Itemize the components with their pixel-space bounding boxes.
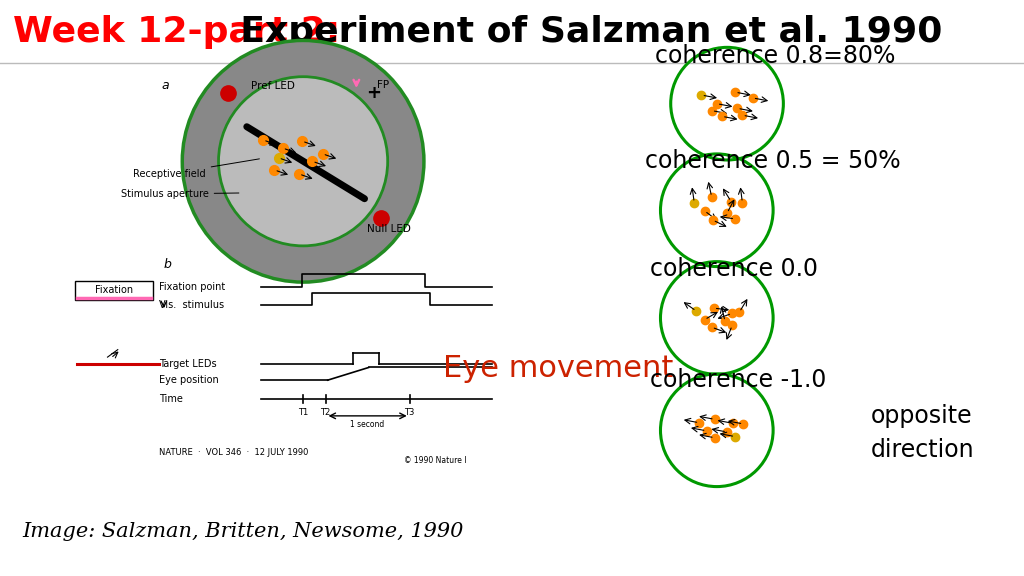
Text: Eye position: Eye position <box>159 375 218 385</box>
Text: Image: Salzman, Britten, Newsome, 1990: Image: Salzman, Britten, Newsome, 1990 <box>23 522 464 540</box>
Text: Vis.  stimulus: Vis. stimulus <box>159 300 224 310</box>
Text: Fixation point: Fixation point <box>159 282 225 292</box>
Text: Week 12-part 2:: Week 12-part 2: <box>13 14 341 49</box>
Text: Target LEDs: Target LEDs <box>159 359 216 369</box>
Text: Experiment of Salzman et al. 1990: Experiment of Salzman et al. 1990 <box>215 14 942 49</box>
Text: coherence 0.8=80%: coherence 0.8=80% <box>655 44 896 68</box>
Text: 1 second: 1 second <box>350 420 385 430</box>
Text: coherence 0.5 = 50%: coherence 0.5 = 50% <box>645 149 901 173</box>
Text: FP: FP <box>377 80 389 90</box>
Text: a: a <box>162 79 169 93</box>
Text: NATURE  ·  VOL 346  ·  12 JULY 1990: NATURE · VOL 346 · 12 JULY 1990 <box>159 448 308 457</box>
Text: Fixation: Fixation <box>94 285 133 295</box>
Text: Eye movement: Eye movement <box>443 354 673 383</box>
Text: T2: T2 <box>321 408 331 417</box>
Text: Receptive field: Receptive field <box>133 159 259 179</box>
Ellipse shape <box>218 77 388 246</box>
Text: b: b <box>164 258 172 271</box>
Text: © 1990 Nature l: © 1990 Nature l <box>404 456 467 465</box>
Text: coherence -1.0: coherence -1.0 <box>650 367 826 392</box>
Text: T3: T3 <box>404 408 415 417</box>
Text: +: + <box>367 84 382 103</box>
Text: coherence 0.0: coherence 0.0 <box>650 257 818 281</box>
Text: Null LED: Null LED <box>367 223 411 234</box>
Bar <box>0 0 1024 63</box>
FancyBboxPatch shape <box>75 281 153 300</box>
Text: Time: Time <box>159 393 182 404</box>
Text: opposite
direction: opposite direction <box>870 404 974 462</box>
Text: Stimulus aperture: Stimulus aperture <box>121 189 239 199</box>
Ellipse shape <box>182 40 424 282</box>
Text: T1: T1 <box>298 408 308 417</box>
Text: Pref LED: Pref LED <box>251 81 295 92</box>
